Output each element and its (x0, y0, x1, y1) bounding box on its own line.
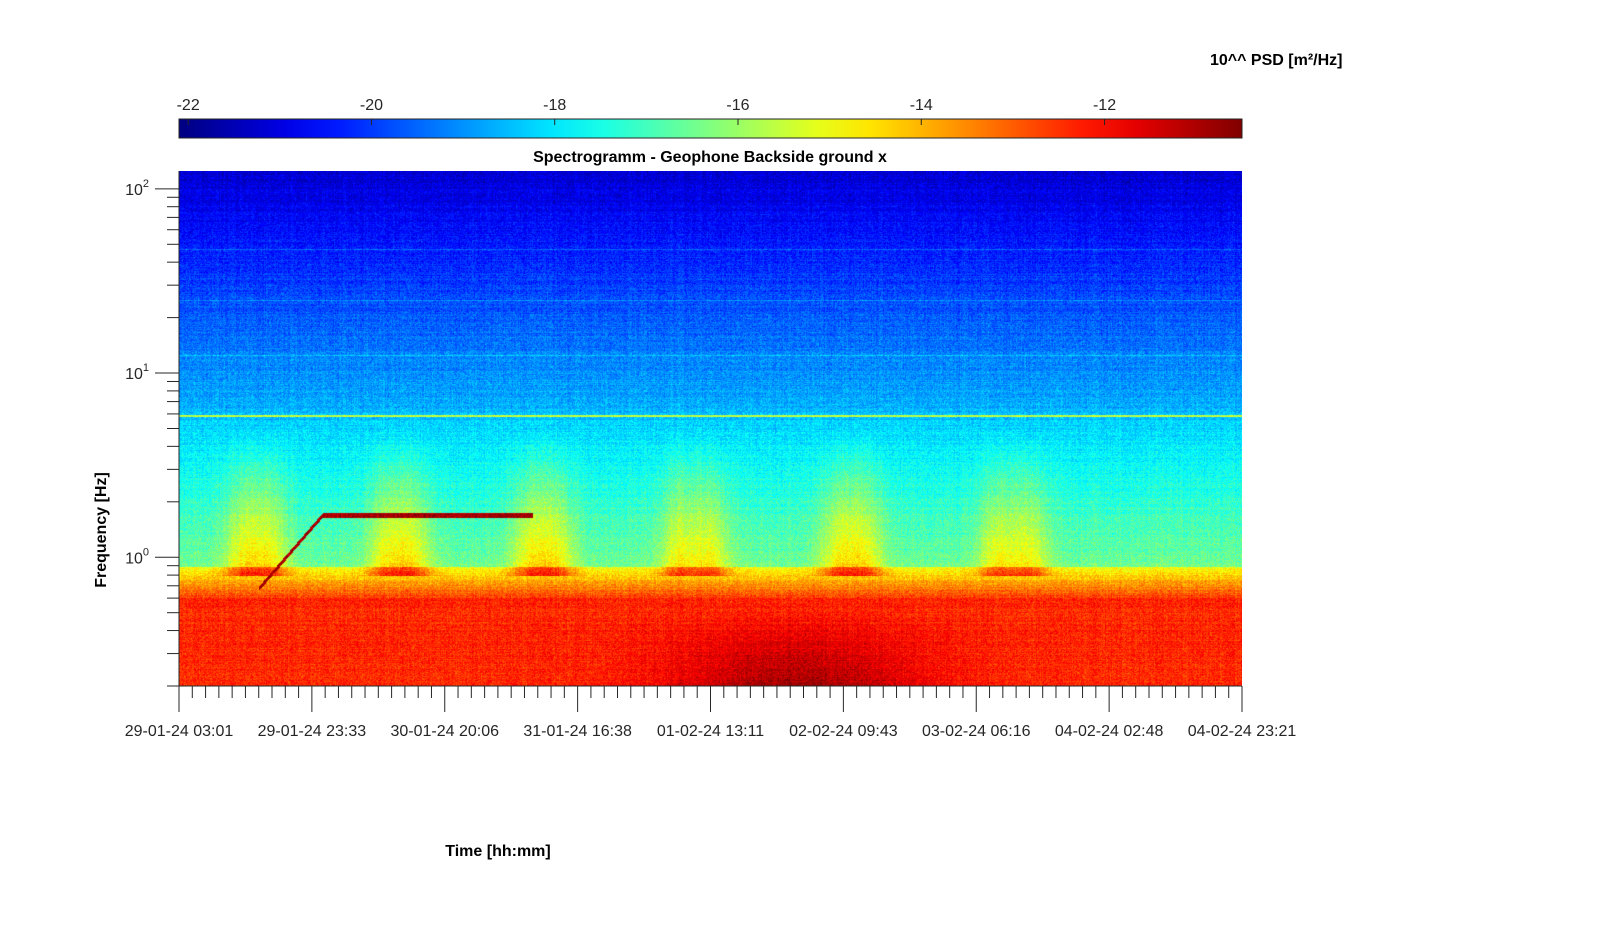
colorbar-tick-label: -12 (1093, 97, 1116, 114)
y-axis-label: Frequency [Hz] (93, 472, 110, 588)
colorbar-tick-label: -14 (910, 97, 933, 114)
spectrogram-plot-area (179, 171, 1242, 686)
colorbar-tick-label: -18 (543, 97, 566, 114)
x-tick-label: 31-01-24 16:38 (523, 723, 632, 740)
y-axis: 100 101 102 (125, 171, 180, 687)
y-tick-label: 101 (125, 362, 149, 383)
colorbar-tick-label: -22 (177, 97, 200, 114)
chart-title: Spectrogramm - Geophone Backside ground … (533, 149, 887, 166)
x-axis: 29-01-24 03:01 29-01-24 23:33 30-01-24 20:… (125, 685, 1297, 740)
x-tick-label: 29-01-24 03:01 (125, 723, 234, 740)
spectrogram-heatmap (179, 171, 1242, 686)
y-tick-label: 102 (125, 178, 149, 199)
x-tick-label: 03-02-24 06:16 (922, 723, 1031, 740)
x-tick-label: 30-01-24 20:06 (390, 723, 499, 740)
x-axis-label: Time [hh:mm] (445, 843, 550, 860)
colorbar-ticks: -22 -20 -18 -16 -14 -12 (177, 97, 1116, 125)
colorbar-tick-label: -16 (726, 97, 749, 114)
colorbar-label: 10^^ PSD [m²/Hz] (1210, 52, 1342, 69)
colorbar-gradient (178, 118, 1243, 139)
colorbar-tick-label: -20 (360, 97, 383, 114)
x-tick-label: 04-02-24 02:48 (1055, 723, 1164, 740)
x-tick-label: 04-02-24 23:21 (1188, 723, 1297, 740)
x-tick-label: 01-02-24 13:11 (657, 723, 764, 740)
x-tick-label: 02-02-24 09:43 (789, 723, 898, 740)
colorbar (178, 118, 1243, 139)
y-tick-label: 100 (125, 546, 149, 567)
x-tick-label: 29-01-24 23:33 (258, 723, 367, 740)
